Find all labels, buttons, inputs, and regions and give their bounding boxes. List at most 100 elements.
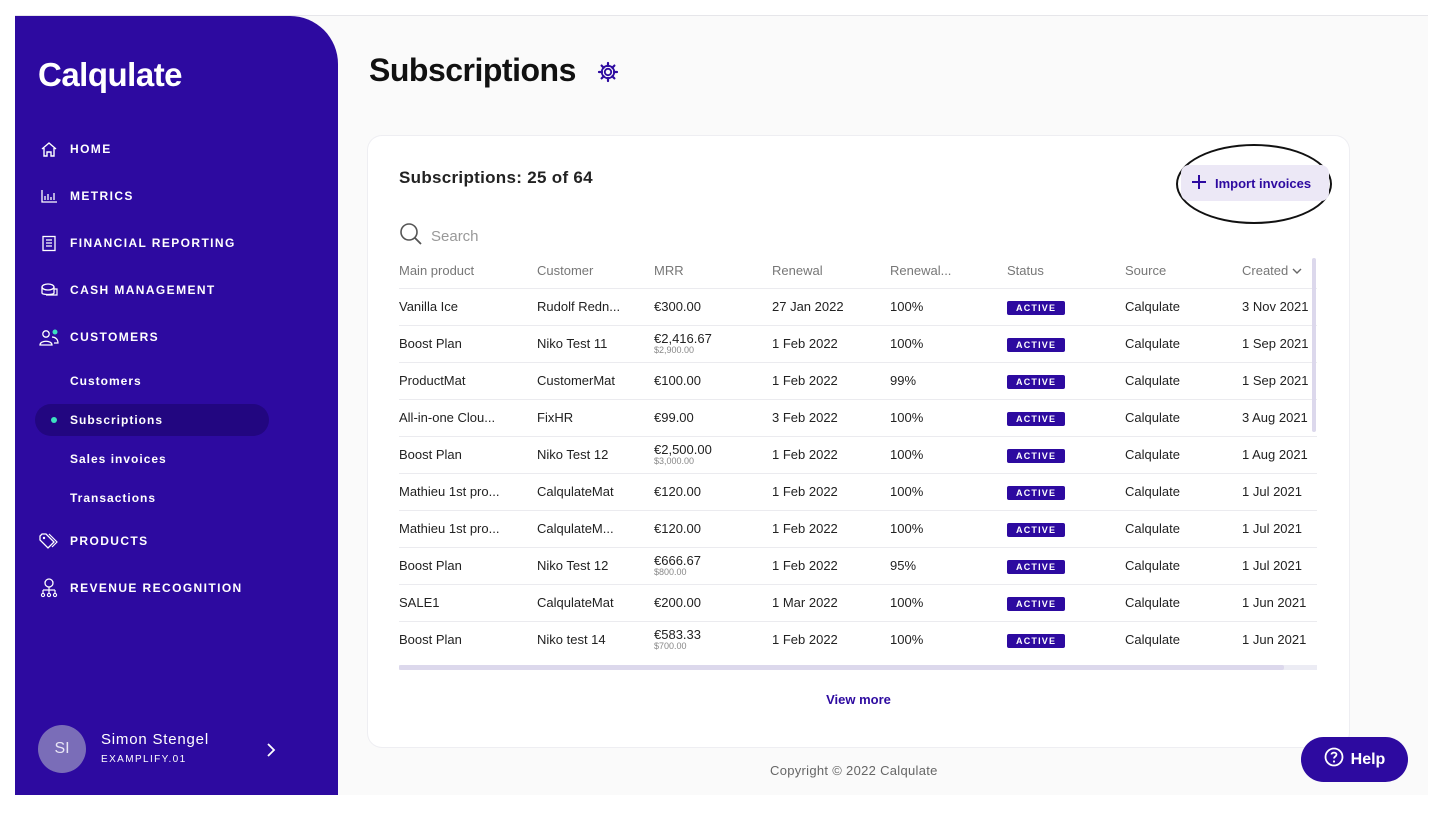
column-header-renewal[interactable]: Renewal [772, 263, 823, 279]
sidebar-subitem-sales-invoices[interactable]: Sales invoices [70, 452, 167, 466]
cell-product: Boost Plan [399, 435, 537, 473]
help-button[interactable]: Help [1301, 737, 1408, 782]
table-row[interactable]: Vanilla Ice Rudolf Redn... €300.00 27 Jan 2… [399, 287, 1317, 325]
mrr-value: €583.33 [654, 627, 701, 643]
cell-status: ACTIVE [1007, 361, 1125, 399]
table-row[interactable]: Boost Plan Niko test 14 €583.33 $700.00 1 Fe… [399, 620, 1317, 658]
cell-status: ACTIVE [1007, 620, 1125, 658]
cell-customer: Niko Test 12 [537, 546, 654, 584]
sidebar-subitem-customers[interactable]: Customers [70, 374, 142, 388]
cell-mrr: €100.00 [654, 361, 772, 399]
mrr-value: €120.00 [654, 484, 701, 499]
copyright-text: Copyright © 2022 Calqulate [770, 763, 938, 778]
sidebar-curve [290, 16, 338, 795]
search-input[interactable] [431, 228, 631, 245]
cell-customer: CalqulateM... [537, 509, 654, 547]
sidebar-subitem-active-bg [35, 404, 269, 436]
sidebar-item-revenue-recognition[interactable]: REVENUE RECOGNITION [38, 578, 243, 598]
cell-product: Boost Plan [399, 546, 537, 584]
help-icon [1324, 747, 1344, 772]
cell-product: Boost Plan [399, 324, 537, 362]
column-header-renewal-pct[interactable]: Renewal... [890, 263, 952, 279]
sidebar-item-label: HOME [70, 142, 112, 156]
cell-created: 3 Aug 2021 [1242, 398, 1317, 436]
cell-customer: Niko test 14 [537, 620, 654, 658]
sidebar-item-financial-reporting[interactable]: FINANCIAL REPORTING [38, 234, 236, 252]
view-more-link[interactable]: View more [826, 692, 891, 707]
cell-customer: CustomerMat [537, 361, 654, 399]
table-row[interactable]: Boost Plan Niko Test 12 €2,500.00 $3,000.00… [399, 435, 1317, 473]
status-badge: ACTIVE [1007, 559, 1066, 574]
sidebar-subitem-subscriptions[interactable]: Subscriptions [70, 413, 164, 427]
cell-status: ACTIVE [1007, 546, 1125, 584]
cell-status: ACTIVE [1007, 509, 1125, 547]
table-row[interactable]: Boost Plan Niko Test 12 €666.67 $800.00 1 Fe… [399, 546, 1317, 584]
column-header-main-product[interactable]: Main product [399, 263, 475, 279]
table-row[interactable]: Boost Plan Niko Test 11 €2,416.67 $2,900.00… [399, 324, 1317, 362]
vertical-scrollbar[interactable] [1312, 258, 1316, 432]
sidebar-item-products[interactable]: PRODUCTS [38, 532, 149, 550]
cell-customer: CalqulateMat [537, 472, 654, 510]
status-badge: ACTIVE [1007, 596, 1066, 611]
user-profile[interactable]: SI Simon Stengel EXAMPLIFY.01 [38, 725, 276, 773]
home-icon [38, 140, 60, 158]
column-header-customer[interactable]: Customer [537, 263, 594, 279]
table-row[interactable]: ProductMat CustomerMat €100.00 1 Feb 2022 99… [399, 361, 1317, 399]
cell-source: Calqulate [1125, 435, 1242, 473]
cell-renewal-pct: 100% [890, 472, 1007, 510]
sidebar-item-home[interactable]: HOME [38, 140, 112, 158]
subscriptions-table: Main product Customer MRR Renewal Renewa… [399, 254, 1317, 658]
sidebar-item-label: FINANCIAL REPORTING [70, 236, 236, 250]
table-row[interactable]: SALE1 CalqulateMat €200.00 1 Mar 2022 100% AC… [399, 583, 1317, 621]
cell-product: Mathieu 1st pro... [399, 509, 537, 547]
cell-renewal-pct: 100% [890, 509, 1007, 547]
cell-renewal-pct: 100% [890, 287, 1007, 325]
column-header-status[interactable]: Status [1007, 263, 1044, 279]
column-header-created[interactable]: Created [1242, 254, 1317, 288]
cell-created: 1 Aug 2021 [1242, 435, 1317, 473]
sidebar-subitem-transactions[interactable]: Transactions [70, 491, 157, 505]
mrr-value: €100.00 [654, 373, 701, 388]
sidebar-item-customers[interactable]: CUSTOMERS [38, 328, 159, 346]
status-badge: ACTIVE [1007, 448, 1066, 463]
cell-mrr: €200.00 [654, 583, 772, 621]
cell-renewal: 1 Feb 2022 [772, 324, 890, 362]
chevron-right-icon[interactable] [266, 743, 276, 762]
users-icon [38, 328, 60, 346]
mrr-original-value: $3,000.00 [654, 456, 695, 466]
cell-mrr: €120.00 [654, 509, 772, 547]
cell-renewal-pct: 100% [890, 398, 1007, 436]
cell-created: 3 Nov 2021 [1242, 287, 1317, 325]
horizontal-scrollbar[interactable] [399, 665, 1284, 670]
cell-customer: Rudolf Redn... [537, 287, 654, 325]
sidebar: Calqulate HOME METRICS FINANCIAL REPORTI… [15, 16, 290, 795]
search-box[interactable] [399, 222, 631, 251]
bar-chart-icon [38, 187, 60, 205]
sidebar-item-cash-management[interactable]: CASH MANAGEMENT [38, 281, 216, 299]
cell-status: ACTIVE [1007, 435, 1125, 473]
subscriptions-card: Subscriptions: 25 of 64 Import invoices … [368, 136, 1349, 747]
cell-renewal: 3 Feb 2022 [772, 398, 890, 436]
report-icon [38, 234, 60, 252]
table-row[interactable]: Mathieu 1st pro... CalqulateM... €120.00 1 … [399, 509, 1317, 547]
cell-product: SALE1 [399, 583, 537, 621]
active-indicator-dot [51, 417, 57, 423]
column-header-source[interactable]: Source [1125, 263, 1167, 279]
status-badge: ACTIVE [1007, 411, 1066, 426]
column-header-mrr[interactable]: MRR [654, 263, 684, 279]
table-row[interactable]: All-in-one Clou... FixHR €99.00 3 Feb 2022 1… [399, 398, 1317, 436]
column-header-created-label: Created [1242, 263, 1289, 279]
sidebar-item-metrics[interactable]: METRICS [38, 187, 134, 205]
cell-created: 1 Sep 2021 [1242, 361, 1317, 399]
cell-renewal-pct: 100% [890, 620, 1007, 658]
cell-source: Calqulate [1125, 361, 1242, 399]
cell-renewal: 1 Feb 2022 [772, 620, 890, 658]
user-org: EXAMPLIFY.01 [101, 754, 187, 765]
mrr-value: €120.00 [654, 521, 701, 536]
gear-icon[interactable] [597, 61, 619, 88]
import-invoices-button[interactable]: Import invoices [1181, 165, 1329, 201]
cell-product: Boost Plan [399, 620, 537, 658]
cell-renewal: 1 Feb 2022 [772, 472, 890, 510]
cell-created: 1 Jul 2021 [1242, 509, 1317, 547]
table-row[interactable]: Mathieu 1st pro... CalqulateMat €120.00 1 F… [399, 472, 1317, 510]
